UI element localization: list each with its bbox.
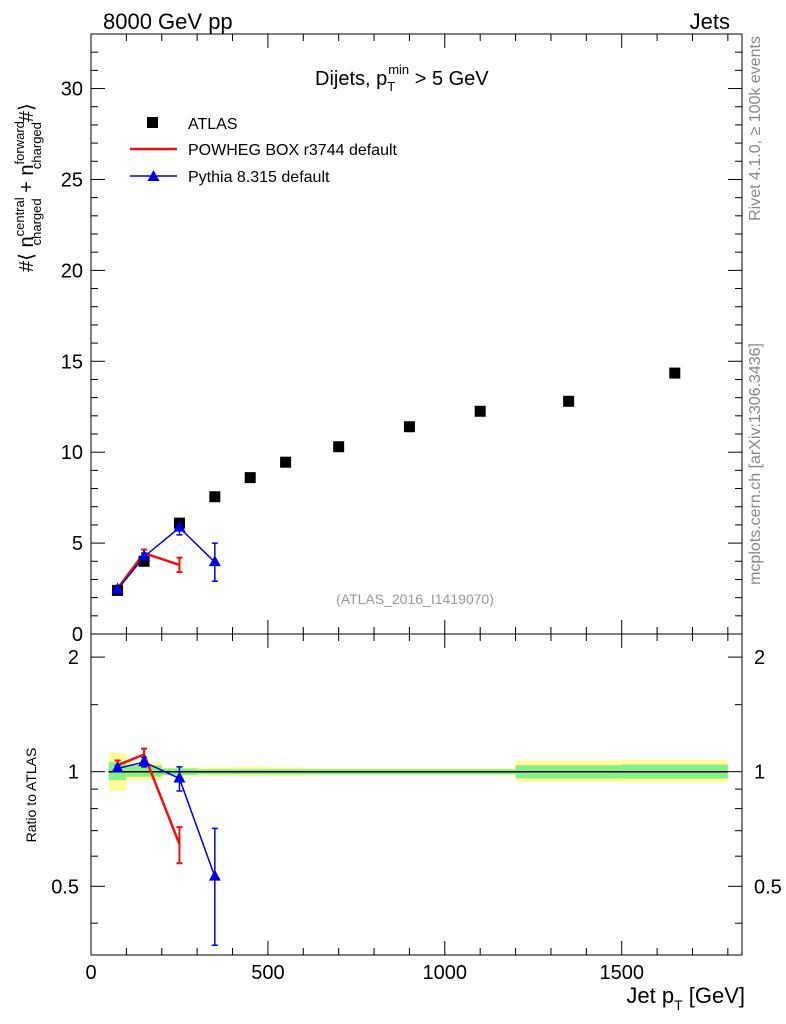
main-ytick-label: 15 [61,351,83,373]
pythia-line [116,526,216,590]
main-ytick-label: 30 [61,79,83,101]
x-tick-label: 1500 [599,962,644,984]
ratio-pythia-errorbar-3 [211,827,218,947]
ratio-panel-data [111,747,221,947]
ratio-y-label: Ratio to ATLAS [23,748,39,843]
pythia-point-3 [208,555,221,567]
main-ytick-label: 20 [61,260,83,282]
main-ytick-label: 10 [61,442,83,464]
ratio-pythia-point-3 [208,869,221,881]
ratio-frame [90,633,743,956]
ratio-ytick-label-left: 1 [68,762,79,784]
x-axis-label: Jet pT [GeV] [626,983,745,1013]
ratio-ytick-label-right: 2 [754,647,765,669]
atlas-point-3 [209,491,221,503]
atlas-point-4 [244,472,256,484]
ratio-ytick-label-left: 0.5 [51,876,79,898]
ratio-pythia-point-2 [173,771,186,783]
powheg-errorbar-2 [176,556,183,574]
pythia-point-1 [138,549,151,561]
atlas-point-5 [280,456,292,468]
ratio-ytick-label-left: 2 [68,647,79,669]
pythia-point-2 [173,520,186,532]
ratio-pythia-point-1 [138,755,151,767]
pythia-point-0 [111,582,124,594]
analysis-id: (ATLAS_2016_I1419070) [336,591,494,607]
x-tick-label: 500 [251,962,284,984]
legend: ATLAS POWHEG BOX r3744 default Pythia 8.… [130,116,398,186]
ratio-ytick-label-right: 1 [754,762,765,784]
legend-atlas-label: ATLAS [188,116,238,133]
ratio-ytick-label-right: 0.5 [754,876,782,898]
legend-pythia-marker [147,170,160,181]
x-tick-label: 0 [85,962,96,984]
atlas-point-8 [474,405,486,417]
mcplots-label: mcplots.cern.ch [arXiv:1306.3436] [747,343,764,585]
header-right: Jets [690,9,730,34]
main-ytick-label: 5 [72,533,83,555]
atlas-point-1 [138,555,150,567]
x-tick-label: 1000 [423,962,468,984]
legend-powheg-label: POWHEG BOX r3744 default [188,142,398,159]
header-left: 8000 GeV pp [103,9,233,34]
main-y-label: #⟨ ncentral charged + nforward charged#⟩ [12,103,44,272]
legend-pythia-label: Pythia 8.315 default [188,169,330,186]
atlas-point-6 [333,441,345,453]
legend-atlas-marker [147,117,158,128]
ratio-powheg-errorbar-2 [176,826,183,865]
main-ytick-label: 0 [72,624,83,646]
main-panel-data [111,367,681,596]
atlas-point-7 [403,421,415,433]
ratio-pythia-line [117,761,216,877]
axes: 0 5 10 15 20 25 30 0 500 1000 1500 0.5 0.5 1 1 2 2 [51,33,782,984]
ratio-uncertainty-bands [108,752,728,791]
chart-title: Dijets, pTmin > 5 GeV [315,62,489,94]
atlas-point-9 [563,395,575,407]
rivet-label: Rivet 4.1.0, ≥ 100k events [747,36,764,221]
ratio-pythia-point-0 [111,761,124,773]
atlas-point-10 [669,367,681,379]
main-ytick-label: 25 [61,169,83,191]
